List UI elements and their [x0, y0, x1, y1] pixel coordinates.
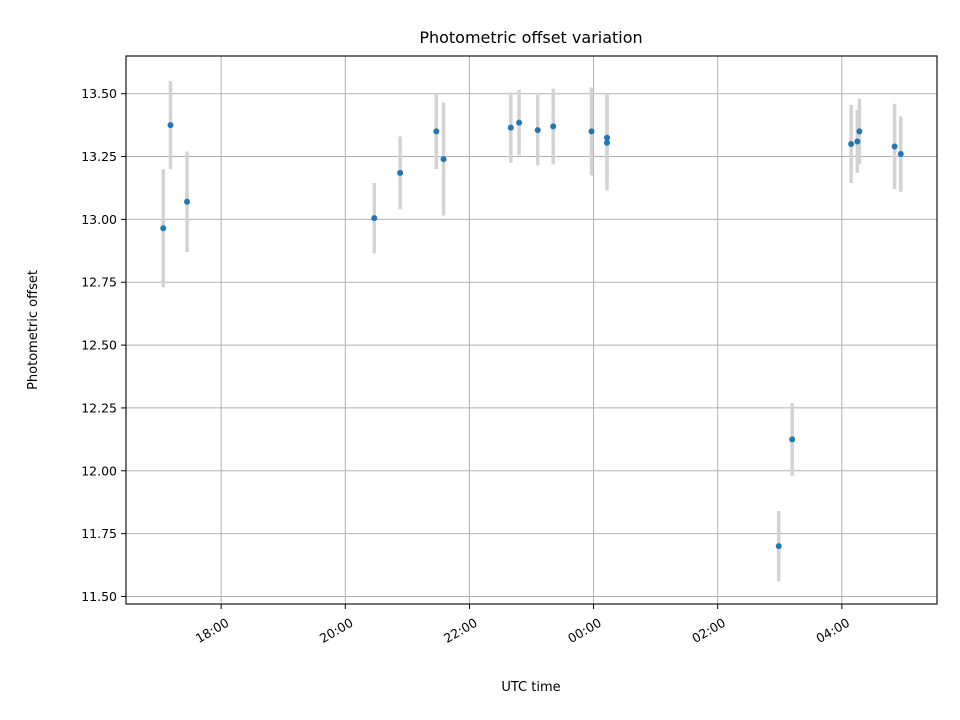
x-tick-label: 18:00 — [193, 615, 232, 646]
x-tick-label: 20:00 — [317, 615, 356, 646]
y-tick-label: 13.50 — [81, 86, 117, 101]
data-point — [397, 169, 404, 176]
y-tick-label: 12.50 — [81, 338, 117, 353]
chart-title: Photometric offset variation — [419, 28, 642, 47]
data-point — [516, 119, 523, 126]
y-axis: 11.50 11.75 12.00 12.25 12.50 12.75 13.00 13.25… — [81, 86, 126, 604]
x-axis: 18:00 20:00 22:00 00:00 02:00 04:00 — [193, 604, 852, 646]
data-point — [184, 198, 191, 205]
y-tick-label: 13.25 — [81, 149, 117, 164]
x-tick-label: 04:00 — [813, 615, 852, 646]
x-tick-label: 22:00 — [441, 615, 480, 646]
data-point — [507, 124, 514, 131]
data-point — [897, 151, 904, 158]
data-point — [371, 215, 378, 222]
data-point — [160, 225, 167, 232]
grid-lines — [126, 56, 937, 604]
data-point — [854, 138, 861, 145]
y-tick-label: 11.50 — [81, 589, 117, 604]
y-tick-label: 12.25 — [81, 400, 117, 415]
plot-frame — [125, 55, 938, 605]
data-point — [604, 139, 611, 146]
data-point — [891, 143, 898, 150]
data-point — [789, 436, 796, 443]
y-tick-label: 13.00 — [81, 212, 117, 227]
data-point — [440, 156, 447, 163]
x-axis-label: UTC time — [501, 680, 560, 695]
data-point — [534, 127, 541, 134]
x-tick-label: 00:00 — [565, 615, 604, 646]
y-tick-label: 12.75 — [81, 275, 117, 290]
data-point — [588, 128, 595, 135]
data-point — [167, 122, 174, 129]
data-point — [550, 123, 557, 130]
y-axis-label: Photometric offset — [26, 270, 41, 390]
y-tick-label: 11.75 — [81, 526, 117, 541]
data-points — [160, 119, 904, 550]
data-point — [433, 128, 440, 135]
data-point — [848, 140, 855, 147]
data-point — [604, 134, 611, 141]
data-point — [856, 128, 863, 135]
data-point — [775, 543, 782, 550]
y-tick-label: 12.00 — [81, 463, 117, 478]
x-tick-label: 02:00 — [689, 615, 728, 646]
